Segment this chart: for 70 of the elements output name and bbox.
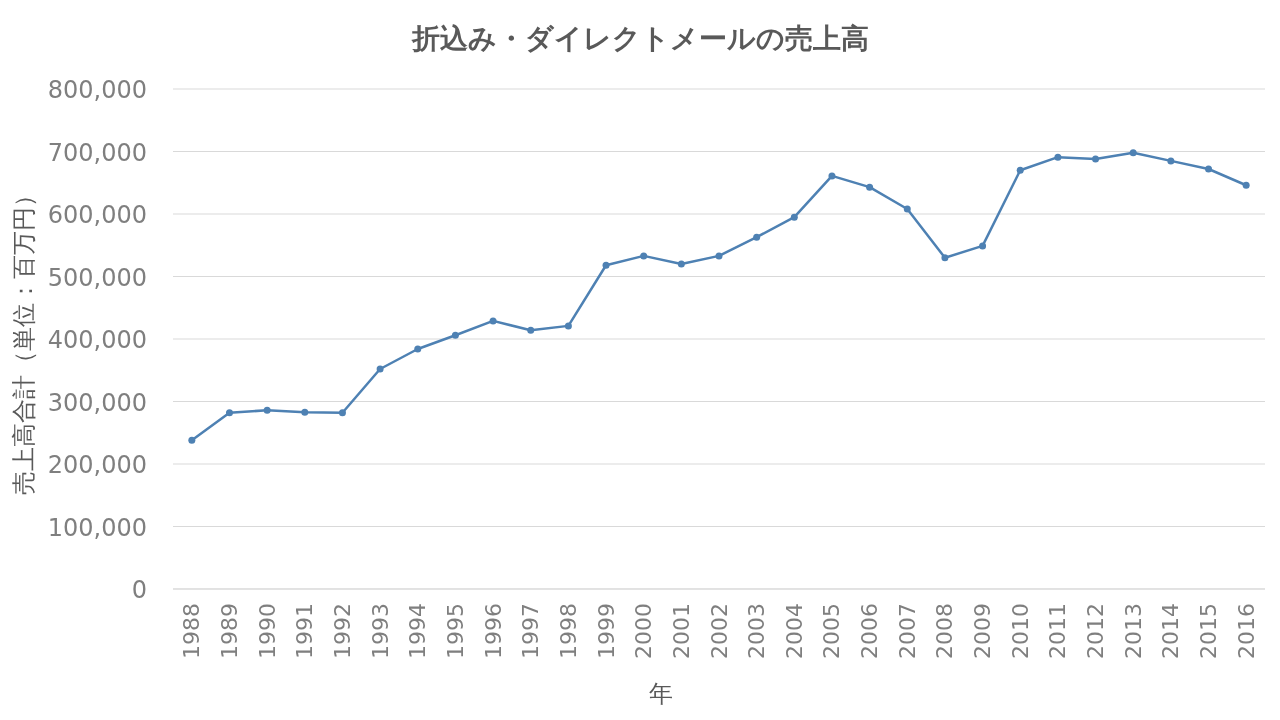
point bbox=[225, 409, 233, 417]
x-tick-label: 2000 bbox=[631, 603, 657, 659]
y-tick-label: 100,000 bbox=[47, 513, 147, 542]
point bbox=[564, 322, 572, 330]
title: 折込み・ダイレクトメールの売上高 bbox=[411, 22, 869, 55]
y-tick-label: 300,000 bbox=[47, 388, 147, 417]
x-tick-label: 1997 bbox=[518, 603, 544, 659]
y-tick-label: 700,000 bbox=[47, 138, 147, 167]
point bbox=[640, 252, 648, 260]
x-tick-label: 2004 bbox=[781, 603, 807, 659]
point bbox=[301, 408, 309, 416]
point bbox=[790, 213, 798, 221]
x-tick-label: 2011 bbox=[1045, 603, 1071, 659]
x-tick-label: 2006 bbox=[857, 603, 883, 659]
x-tick-label: 1991 bbox=[292, 603, 318, 659]
point bbox=[263, 406, 271, 414]
x-tick-label: 2005 bbox=[819, 603, 845, 659]
x-tick-label: 2008 bbox=[932, 603, 958, 659]
point bbox=[1092, 155, 1100, 163]
x-tick-label: 1999 bbox=[593, 603, 619, 659]
y-tick-label: 200,000 bbox=[47, 451, 147, 479]
x-tick-label: 2012 bbox=[1083, 603, 1109, 659]
point bbox=[1205, 165, 1213, 173]
x-tick-label: 1995 bbox=[442, 603, 468, 659]
point bbox=[866, 183, 874, 191]
x-tick-label: 2016 bbox=[1233, 603, 1259, 659]
y-tick-label: 500,000 bbox=[47, 263, 147, 292]
point bbox=[338, 409, 346, 417]
x-tick-label: 2007 bbox=[894, 603, 920, 659]
x-tick-label: 1998 bbox=[555, 603, 581, 659]
x-tick-label: 2009 bbox=[970, 603, 996, 659]
point bbox=[188, 436, 196, 444]
x-tick-label: 1988 bbox=[179, 603, 205, 659]
point bbox=[677, 260, 685, 268]
x-tick-label: 2003 bbox=[744, 603, 770, 659]
point bbox=[1167, 157, 1175, 165]
x-tick-label: 2001 bbox=[668, 603, 694, 659]
point bbox=[527, 326, 535, 334]
y-tick-label: 400,000 bbox=[47, 326, 147, 354]
point bbox=[1129, 149, 1137, 157]
point bbox=[451, 331, 459, 339]
point bbox=[903, 205, 911, 213]
point bbox=[1054, 153, 1062, 161]
x-tick-label: 2002 bbox=[706, 603, 732, 659]
x-tick-label: 1989 bbox=[216, 603, 242, 659]
point bbox=[1016, 166, 1024, 174]
point bbox=[1242, 181, 1250, 189]
x-tick-label: 1993 bbox=[367, 603, 393, 659]
point bbox=[753, 233, 761, 241]
x-tick-label: 1992 bbox=[329, 603, 355, 659]
x-tick-label: 2014 bbox=[1158, 603, 1184, 659]
x-tick-label: 1990 bbox=[254, 603, 280, 659]
y-tick-label: 800,000 bbox=[47, 76, 147, 104]
x-tick-label: 2015 bbox=[1196, 603, 1222, 659]
x-tick-label: 2010 bbox=[1007, 603, 1033, 659]
point bbox=[941, 254, 949, 262]
y-axis-title: 売上高合計（単位：百万円） bbox=[10, 183, 38, 495]
point bbox=[489, 317, 497, 325]
point bbox=[376, 365, 384, 373]
point bbox=[828, 172, 836, 180]
y-tick-label: 600,000 bbox=[47, 201, 147, 229]
point bbox=[602, 261, 610, 269]
point bbox=[414, 345, 422, 353]
point bbox=[715, 252, 723, 260]
x-tick-label: 1994 bbox=[405, 603, 431, 659]
y-tick-label: 0 bbox=[131, 576, 147, 604]
x-axis-title: 年 bbox=[649, 680, 673, 708]
x-tick-label: 1996 bbox=[480, 603, 506, 659]
point bbox=[979, 242, 987, 250]
x-tick-label: 2013 bbox=[1120, 603, 1146, 659]
